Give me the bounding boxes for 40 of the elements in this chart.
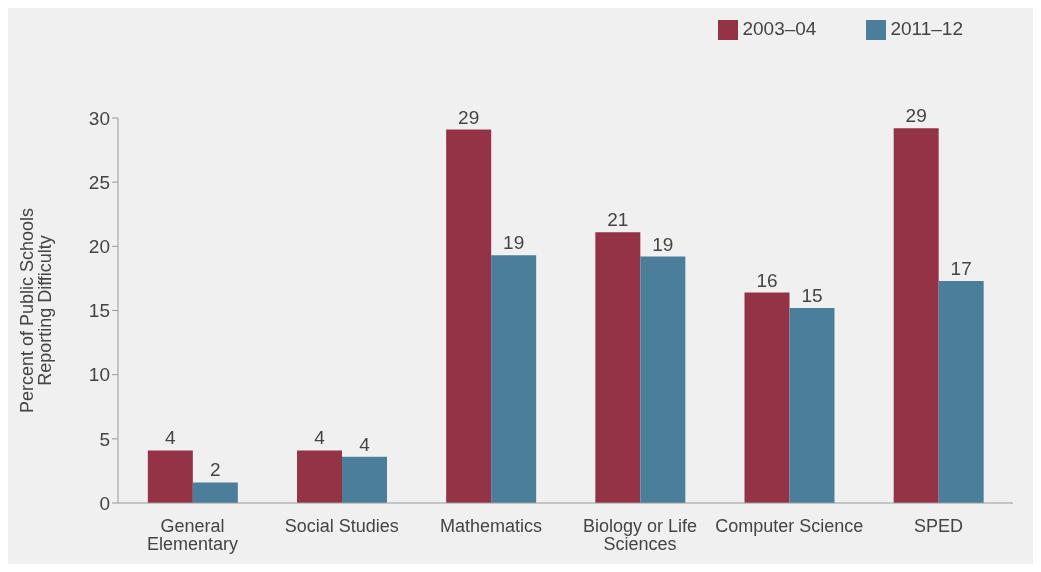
data-label: 21: [607, 209, 629, 231]
bar: [446, 129, 492, 503]
y-tick-label: 20: [88, 236, 110, 258]
data-label: 4: [359, 433, 371, 455]
bar: [595, 232, 641, 503]
data-label: 29: [458, 106, 480, 128]
bar: [744, 292, 790, 503]
legend-label: 2011–12: [890, 18, 963, 39]
x-tick-label: Mathematics: [439, 515, 542, 536]
bar: [789, 307, 835, 503]
bar: [297, 450, 342, 503]
x-tick-label: Computer Science: [715, 515, 864, 536]
bar: [147, 450, 193, 503]
bar: [938, 280, 984, 503]
x-tick-label: Biology or Life Sciences: [583, 515, 698, 554]
data-label: 29: [905, 105, 927, 127]
data-label: 4: [165, 427, 177, 449]
x-tick-label: General Elementary: [147, 515, 239, 554]
y-tick-label: 30: [88, 107, 110, 129]
y-tick-label: 0: [99, 492, 110, 514]
y-tick-label: 15: [88, 300, 110, 322]
data-label: 4: [314, 427, 326, 449]
legend-label: 2003–04: [742, 18, 817, 39]
bar: [640, 256, 686, 503]
bar: [893, 128, 939, 503]
data-label: 16: [756, 269, 778, 291]
bar: [192, 482, 238, 503]
data-label: 19: [652, 233, 674, 255]
data-label: 19: [503, 232, 525, 254]
y-axis-title: Percent of Public Schools Reporting Difficulty: [17, 207, 56, 414]
y-tick-label: 10: [88, 364, 110, 386]
bar: [342, 456, 387, 503]
x-tick-label: Social Studies: [284, 515, 399, 536]
y-tick-label: 25: [88, 171, 110, 193]
bar: [491, 255, 537, 503]
x-tick-label: SPED: [913, 515, 963, 536]
data-label: 17: [950, 257, 972, 279]
data-label: 15: [801, 284, 823, 306]
data-label: 2: [210, 459, 221, 481]
y-tick-label: 5: [99, 428, 110, 450]
